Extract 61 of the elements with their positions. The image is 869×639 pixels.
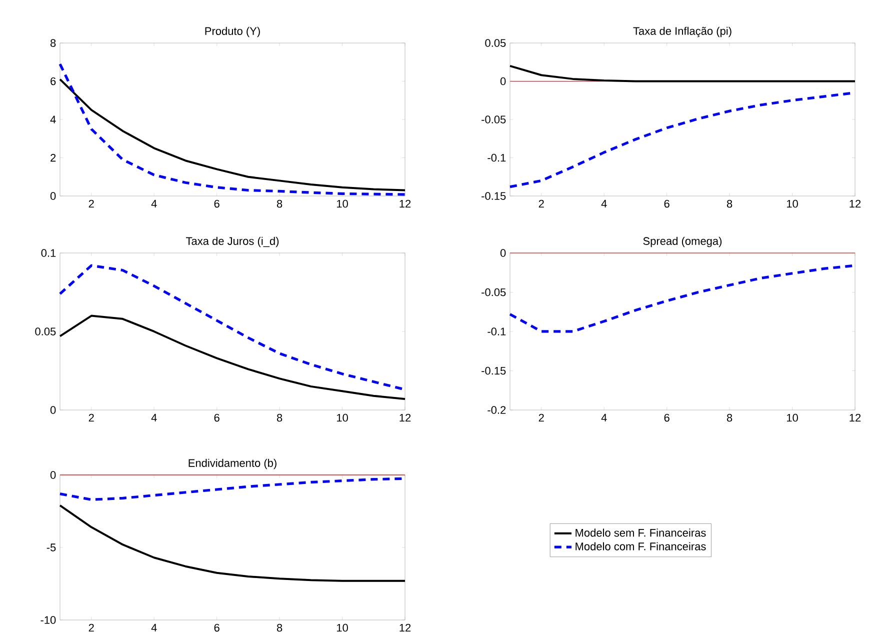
y-tick-label: 0	[50, 471, 56, 479]
chart-title: Endividamento (b)	[188, 458, 276, 470]
x-tick-label: 4	[601, 200, 607, 208]
y-tick-label: -0.1	[488, 154, 506, 162]
y-tick-label: 0	[50, 406, 56, 414]
x-tick-label: 2	[88, 624, 94, 632]
y-tick-label: 0	[500, 77, 506, 86]
y-tick-label: -10	[40, 616, 56, 624]
x-tick-label: 2	[88, 414, 94, 422]
y-tick-label: -5	[46, 544, 56, 552]
y-tick-label: -0.1	[488, 328, 506, 336]
x-tick-label: 6	[664, 414, 670, 422]
y-tick-label: 6	[50, 77, 56, 86]
line-series	[59, 78, 406, 192]
chart-title: Spread (omega)	[643, 236, 722, 248]
x-tick-label: 12	[400, 624, 411, 632]
x-tick-label: 6	[664, 200, 670, 208]
y-tick-label: 4	[50, 116, 56, 124]
y-tick-label: -0.15	[482, 192, 506, 200]
x-tick-label: 8	[276, 414, 282, 422]
x-tick-label: 10	[786, 200, 798, 208]
x-tick-label: 8	[726, 200, 732, 208]
x-tick-label: 8	[726, 414, 732, 422]
x-tick-label: 10	[336, 414, 348, 422]
x-tick-label: 4	[601, 414, 607, 422]
x-tick-label: 2	[538, 414, 544, 422]
x-tick-label: 12	[400, 200, 411, 208]
y-tick-label: 0.05	[35, 328, 56, 336]
x-tick-label: 6	[214, 414, 220, 422]
line-series	[58, 62, 406, 196]
legend-label: Modelo sem F. Financeiras	[576, 528, 706, 537]
y-tick-label: -0.15	[482, 366, 506, 375]
x-tick-label: 10	[786, 414, 798, 422]
x-tick-label: 12	[400, 414, 411, 422]
x-tick-label: 10	[336, 200, 348, 208]
x-tick-label: 4	[151, 414, 157, 422]
chart-title: Taxa de Inflação (pi)	[633, 26, 732, 38]
chart-title: Produto (Y)	[205, 26, 260, 38]
y-tick-label: -0.05	[482, 116, 506, 124]
y-tick-label: -0.05	[482, 288, 506, 296]
x-tick-label: 8	[276, 200, 282, 208]
x-tick-label: 6	[214, 200, 220, 208]
line-series	[59, 314, 406, 400]
x-tick-label: 2	[538, 200, 544, 208]
x-tick-label: 2	[88, 200, 94, 208]
y-tick-label: 2	[50, 154, 56, 162]
x-tick-label: 6	[214, 624, 220, 632]
y-tick-label: 0	[500, 249, 506, 257]
x-tick-label: 4	[151, 624, 157, 632]
x-tick-label: 10	[336, 624, 348, 632]
y-tick-label: 8	[50, 39, 56, 47]
y-tick-label: 0.1	[41, 249, 56, 257]
y-tick-label: -0.2	[488, 406, 506, 414]
y-tick-label: 0.05	[485, 39, 506, 47]
x-tick-label: 8	[276, 624, 282, 632]
y-tick-label: 0	[50, 192, 56, 200]
legend-label: Modelo com F. Financeiras	[576, 542, 706, 550]
x-tick-label: 12	[850, 414, 861, 422]
x-tick-label: 4	[151, 200, 157, 208]
x-tick-label: 12	[850, 200, 861, 208]
chart-title: Taxa de Juros (i_d)	[186, 236, 279, 248]
